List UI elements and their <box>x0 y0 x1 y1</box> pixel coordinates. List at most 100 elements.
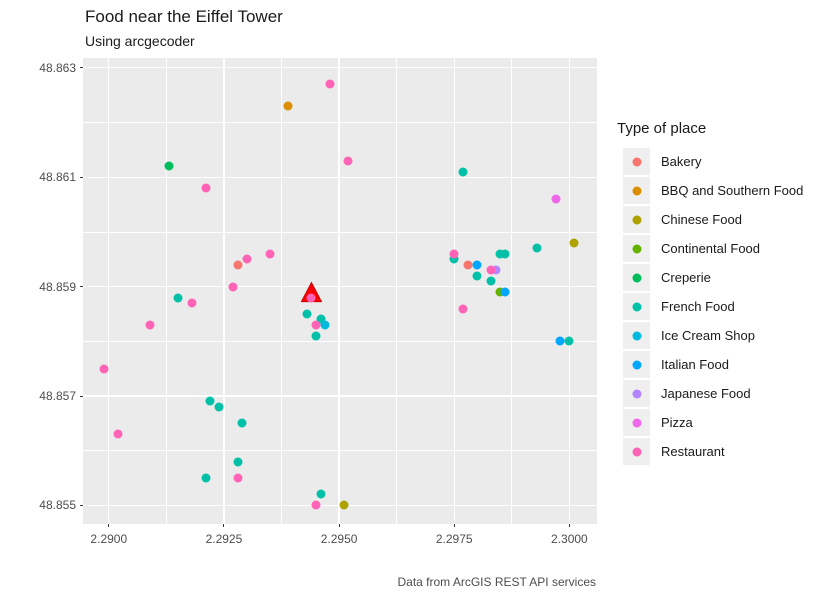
data-point <box>311 331 321 341</box>
grid-line-major-x <box>338 58 340 524</box>
y-tick-mark <box>80 67 83 69</box>
legend-key <box>623 293 650 320</box>
grid-line-minor-x <box>281 58 282 524</box>
legend: Type of place Bakery BBQ and Southern Foo… <box>617 120 803 467</box>
data-point <box>463 260 473 270</box>
legend-item: Continental Food <box>623 235 803 262</box>
data-point <box>164 161 174 171</box>
data-point <box>569 238 579 248</box>
caption: Data from ArcGIS REST API services <box>397 575 596 589</box>
legend-item: Creperie <box>623 264 803 291</box>
legend-item-label: Japanese Food <box>661 386 751 401</box>
x-tick-mark <box>108 524 110 527</box>
data-point <box>242 254 252 264</box>
data-point <box>237 418 247 428</box>
data-point <box>145 320 155 330</box>
data-point <box>486 276 496 286</box>
legend-items: Bakery BBQ and Southern Food Chinese Food C… <box>617 148 803 465</box>
legend-key-dot-icon <box>632 389 641 398</box>
y-tick-label: 48.859 <box>39 279 76 294</box>
grid-line-major-y <box>83 176 597 178</box>
data-point <box>283 101 293 111</box>
legend-item-label: Bakery <box>661 154 702 169</box>
x-tick-mark <box>338 524 340 527</box>
y-tick-mark <box>80 395 83 397</box>
data-point <box>306 293 316 303</box>
y-tick-label: 48.857 <box>39 389 76 403</box>
data-point <box>458 304 468 313</box>
grid-line-minor-x <box>511 58 513 524</box>
grid-line-major-y <box>83 67 597 69</box>
grid-line-minor-y <box>83 450 597 451</box>
legend-key <box>623 264 650 291</box>
plot-panel <box>83 58 597 524</box>
legend-key-dot-icon <box>632 157 641 166</box>
legend-key-dot-icon <box>632 244 641 253</box>
grid-line-major-x <box>223 58 225 524</box>
data-point <box>491 265 501 275</box>
y-tick-label: 48.855 <box>39 498 76 513</box>
legend-key <box>623 235 650 262</box>
legend-key-dot-icon <box>632 331 641 340</box>
data-point <box>495 249 505 259</box>
x-tick-mark <box>223 524 225 527</box>
data-point <box>187 298 197 308</box>
data-point <box>233 457 243 467</box>
data-point <box>201 183 210 193</box>
data-point <box>555 336 565 346</box>
legend-item-label: Pizza <box>661 415 693 430</box>
data-point <box>472 260 482 270</box>
legend-item: Chinese Food <box>623 206 803 233</box>
data-point <box>233 260 243 270</box>
legend-key <box>623 351 650 378</box>
legend-key-dot-icon <box>632 360 641 369</box>
grid-line-major-x <box>453 58 455 524</box>
data-point <box>233 473 243 483</box>
data-point <box>228 282 238 292</box>
legend-item: Italian Food <box>623 351 803 378</box>
data-point <box>302 309 312 319</box>
legend-key-dot-icon <box>632 273 641 282</box>
data-point <box>486 265 496 275</box>
legend-key <box>623 177 650 204</box>
data-point <box>205 396 215 406</box>
chart-subtitle: Using arcgecoder <box>85 33 195 49</box>
grid-line-minor-y <box>83 122 597 123</box>
chart-title: Food near the Eiffel Tower <box>85 7 283 26</box>
data-point <box>495 287 505 297</box>
data-point <box>458 167 468 177</box>
legend-item: Japanese Food <box>623 380 803 407</box>
grid-line-minor-x <box>396 58 397 524</box>
legend-item-label: Italian Food <box>661 357 729 372</box>
legend-key <box>623 206 650 233</box>
data-point <box>564 336 574 346</box>
data-point <box>316 489 326 499</box>
legend-key-dot-icon <box>632 418 641 427</box>
legend-item-label: French Food <box>661 299 735 314</box>
y-tick-mark <box>80 504 83 506</box>
y-tick-label: 48.861 <box>39 170 76 185</box>
grid-line-major-y <box>83 395 597 397</box>
legend-item-label: Restaurant <box>661 444 725 459</box>
legend-item: French Food <box>623 293 803 320</box>
data-point <box>265 249 275 259</box>
legend-item-label: Creperie <box>661 270 711 285</box>
data-point <box>343 156 353 166</box>
eiffel-marker-layer <box>300 281 323 303</box>
data-point <box>532 243 542 253</box>
legend-key-dot-icon <box>632 215 641 224</box>
y-tick-label: 48.863 <box>39 60 76 75</box>
data-point <box>201 473 210 483</box>
y-tick-mark <box>80 176 83 178</box>
data-point <box>316 314 326 324</box>
legend-key-dot-icon <box>632 302 641 311</box>
data-point <box>113 429 123 439</box>
legend-item-label: Continental Food <box>661 241 761 256</box>
legend-key <box>623 322 650 349</box>
legend-item: Restaurant <box>623 438 803 465</box>
x-tick-mark <box>453 524 455 527</box>
legend-key-dot-icon <box>632 186 641 195</box>
x-tick-label: 2.2900 <box>90 532 128 546</box>
legend-key <box>623 148 650 175</box>
data-point <box>311 320 321 330</box>
